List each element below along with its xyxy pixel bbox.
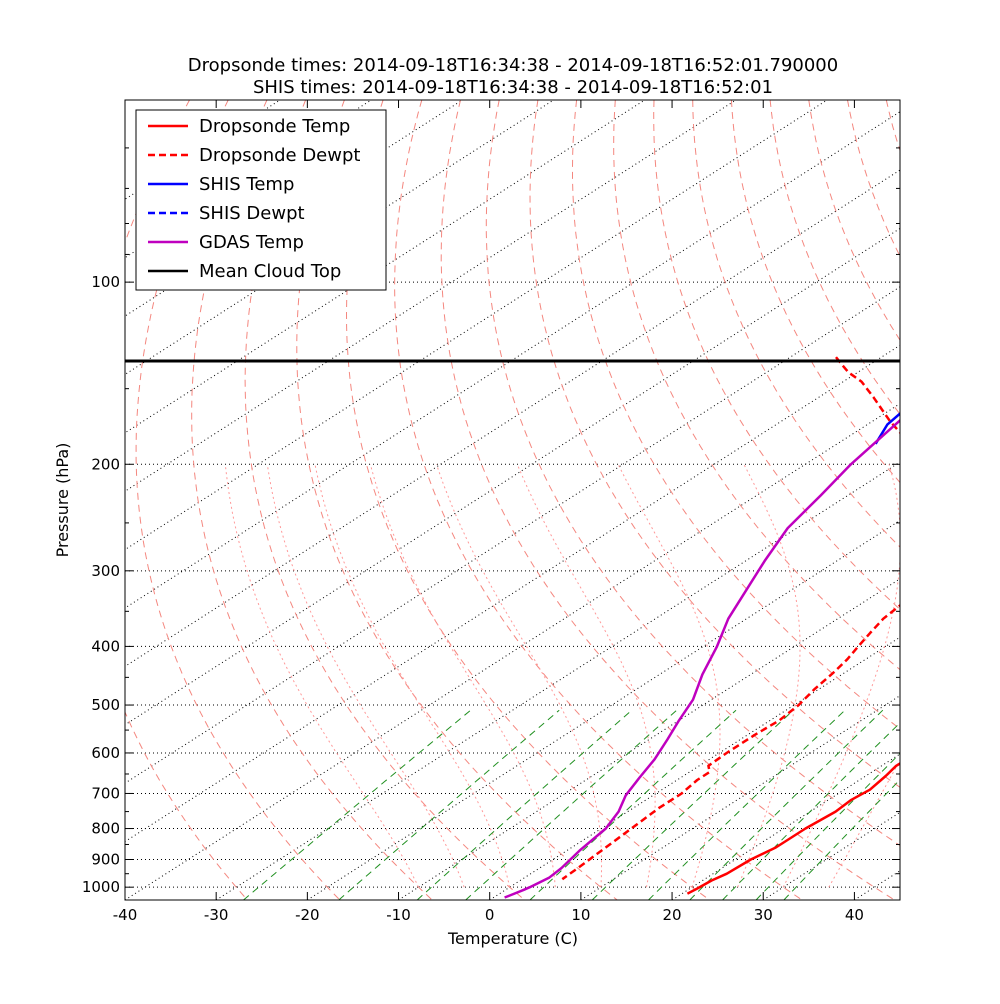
legend-label: Dropsonde Temp [199, 116, 350, 137]
dry-adiabat [486, 100, 987, 900]
legend-label: GDAS Temp [199, 232, 304, 253]
isotherm-line [0, 100, 827, 900]
y-tick-label: 200 [91, 455, 120, 473]
moist-adiabat [437, 464, 602, 887]
y-axis-label: Pressure (hPa) [53, 443, 72, 558]
dry-adiabat [614, 100, 1000, 900]
x-tick-label: -40 [113, 906, 138, 924]
dry-adiabat [693, 100, 1000, 900]
dry-adiabat [347, 100, 710, 900]
y-tick-label: 700 [91, 784, 120, 802]
dry-adiabat [809, 100, 1000, 900]
mixing-ratio-line [244, 710, 471, 900]
isotherm-line [946, 100, 1000, 900]
x-axis-label: Temperature (C) [447, 929, 578, 948]
dry-adiabat [886, 100, 1000, 900]
dry-adiabat [441, 100, 894, 900]
chart-title-line-2: SHIS times: 2014-09-18T16:34:38 - 2014-0… [253, 77, 773, 98]
x-tick-label: -20 [295, 906, 320, 924]
y-tick-label: 400 [91, 637, 120, 655]
dry-adiabat [395, 100, 802, 900]
legend: Dropsonde Temp Dropsonde Dewpt SHIS Temp SH… [136, 110, 386, 290]
x-tick-label: -30 [204, 906, 229, 924]
isotherm-line [307, 100, 1000, 900]
y-tick-label: 900 [91, 850, 120, 868]
y-tick-label: 600 [91, 744, 120, 762]
isotherm-line [490, 100, 1000, 900]
legend-label: Dropsonde Dewpt [199, 145, 360, 166]
legend-label: SHIS Dewpt [199, 203, 305, 224]
isotherm-line [581, 100, 1000, 900]
x-tick-label: 30 [754, 906, 773, 924]
mixing-ratio-line [723, 710, 913, 900]
mixing-ratio-line [784, 710, 969, 900]
y-tick-label: 500 [91, 696, 120, 714]
legend-label: Mean Cloud Top [199, 261, 341, 282]
isotherm-line [854, 100, 1000, 900]
dry-adiabat [964, 100, 1000, 900]
dry-adiabat [925, 100, 1000, 900]
x-tick-label: 0 [485, 906, 495, 924]
legend-label: SHIS Temp [199, 174, 294, 195]
y-tick-label: 100 [91, 273, 120, 291]
x-tick-label: 10 [571, 906, 590, 924]
moist-adiabat [225, 464, 418, 887]
y-tick-label: 800 [91, 820, 120, 838]
y-tick-label: 300 [91, 562, 120, 580]
series-dropsonde-temp [687, 233, 1000, 894]
dry-adiabat [770, 100, 1000, 900]
moist-adiabat [783, 464, 900, 887]
chart-title-line-1: Dropsonde times: 2014-09-18T16:34:38 - 2… [188, 55, 838, 76]
moist-adiabat [315, 464, 510, 887]
mixing-ratio-line [690, 710, 883, 900]
dry-adiabat [848, 100, 1000, 900]
moist-adiabat [267, 464, 464, 887]
series-shis-temp [876, 100, 1000, 444]
moist-adiabat [618, 464, 720, 887]
x-tick-label: 20 [663, 906, 682, 924]
dry-adiabat [530, 100, 1000, 900]
y-tick-label: 1000 [82, 878, 120, 896]
isotherm-line [672, 100, 1000, 900]
x-tick-label: 40 [845, 906, 864, 924]
x-tick-label: -10 [386, 906, 411, 924]
dry-adiabat [654, 100, 1000, 900]
mixing-ratio-line [530, 710, 736, 900]
moist-adiabat [829, 464, 1000, 887]
